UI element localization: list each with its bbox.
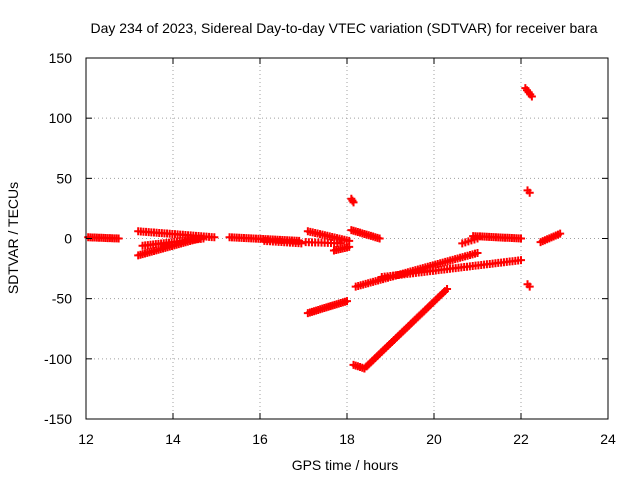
data-point (297, 239, 306, 248)
data-point (375, 234, 384, 243)
data-point (114, 234, 123, 243)
data-point (517, 234, 525, 243)
data-point (556, 229, 565, 238)
x-tick-label: 12 (78, 431, 94, 447)
y-tick-label: -50 (52, 291, 72, 307)
data-point (525, 188, 534, 197)
series-arc-p (523, 280, 534, 291)
data-point (349, 198, 358, 207)
data-point (210, 233, 219, 242)
x-axis-label: GPS time / hours (292, 457, 399, 473)
data-point (345, 242, 354, 251)
y-tick-label: 0 (64, 231, 72, 247)
series-arc-n (521, 84, 536, 101)
y-tick-label: -150 (44, 411, 72, 427)
series-arc-m (469, 232, 525, 243)
series-arc-q (536, 229, 565, 247)
series-arc-b-mid (138, 234, 208, 250)
data-marks (84, 84, 565, 373)
data-point (473, 248, 482, 257)
x-tick-label: 20 (426, 431, 442, 447)
x-tick-label: 22 (513, 431, 529, 447)
data-point (517, 256, 525, 265)
series-arc-e (303, 297, 351, 318)
x-tick-label: 16 (252, 431, 268, 447)
y-tick-label: 150 (49, 50, 73, 66)
y-tick-label: 100 (49, 110, 73, 126)
series-arc-c2 (260, 236, 306, 248)
series-arc-k (377, 256, 525, 282)
x-tick-label: 14 (165, 431, 181, 447)
chart-title: Day 234 of 2023, Sidereal Day-to-day VTE… (90, 20, 597, 36)
series-arc-g (347, 226, 384, 243)
y-axis-label: SDTVAR / TECUs (5, 182, 21, 294)
x-tick-label: 18 (339, 431, 355, 447)
y-tick-label: 50 (56, 170, 72, 186)
data-point (525, 282, 534, 291)
x-tick-label: 24 (600, 431, 616, 447)
series-arc-i (360, 285, 452, 373)
data-point (443, 285, 452, 294)
series-arc-h (349, 360, 369, 373)
data-point (199, 234, 208, 243)
series-arc-f (347, 194, 358, 207)
series-arc-d3 (329, 242, 354, 255)
ticks-layer (85, 57, 609, 420)
series-arc-o (523, 186, 534, 197)
series-arc-d2 (301, 238, 345, 248)
series-arc-a (84, 233, 123, 243)
tick-labels: 12 14 16 18 20 22 24 -150 -100 -50 0 50 100 150 (44, 50, 616, 447)
y-tick-label: -100 (44, 351, 72, 367)
series-arc-d (303, 227, 354, 245)
data-point (343, 297, 351, 306)
data-point (527, 92, 536, 101)
